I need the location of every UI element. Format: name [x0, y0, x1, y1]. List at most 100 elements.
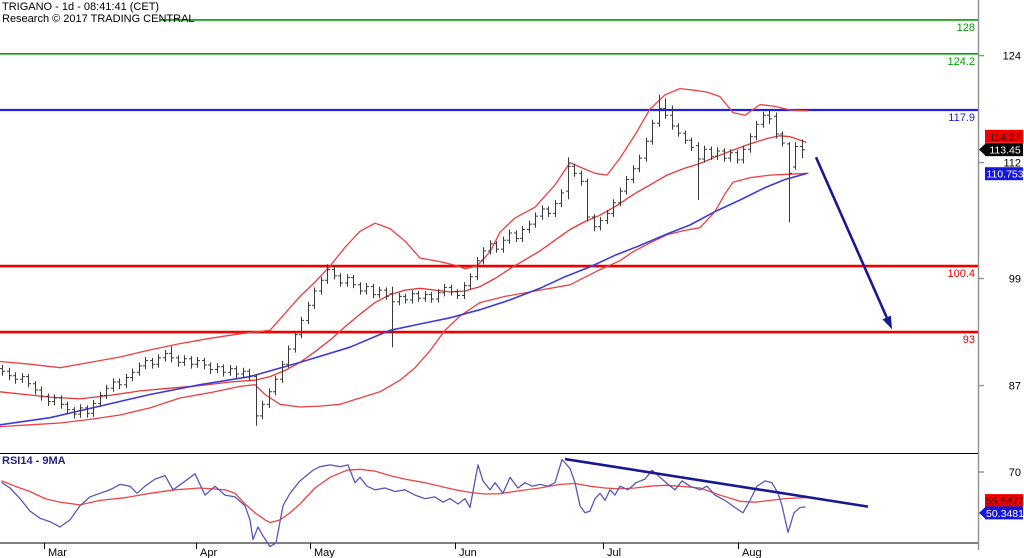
ohlc-bar — [72, 407, 77, 419]
price-badge — [985, 143, 1023, 157]
ohlc-bar — [111, 378, 116, 392]
axis-label: May — [314, 547, 335, 558]
ohlc-bar — [748, 133, 753, 153]
ohlc-bar — [644, 137, 649, 162]
ohlc-bar — [520, 225, 525, 242]
ohlc-bar — [33, 381, 38, 395]
ohlc-bar — [631, 165, 636, 184]
ohlc-bar — [403, 293, 408, 304]
axis-label: 124 — [1003, 51, 1021, 63]
ohlc-bar — [800, 139, 805, 159]
ohlc-bar — [553, 200, 558, 217]
ohlc-bar — [137, 362, 142, 376]
forecast-down-arrow-head — [882, 315, 892, 330]
ohlc-bar — [624, 176, 629, 195]
ohlc-bar — [533, 212, 538, 228]
ohlc-bar — [215, 363, 220, 374]
ohlc-bar — [325, 264, 330, 284]
axis-label: Jul — [607, 547, 621, 558]
long-ma-line — [0, 172, 807, 426]
chart-title: TRIGANO - 1d - 08:41:41 (CET) — [2, 1, 160, 13]
ohlc-bar — [364, 283, 369, 295]
rsi-trendline — [564, 457, 869, 508]
ohlc-bar — [78, 404, 83, 418]
ohlc-bar — [0, 365, 5, 376]
ohlc-bar — [650, 119, 655, 145]
ohlc-bar — [65, 401, 70, 415]
ohlc-bar — [189, 356, 194, 369]
ohlc-bar — [98, 391, 103, 407]
ohlc-bar — [163, 349, 168, 362]
ohlc-bar — [657, 94, 662, 127]
middle-ma-line — [0, 135, 807, 400]
ohlc-bar — [7, 367, 12, 381]
ohlc-bar — [85, 405, 90, 418]
ohlc-bar — [579, 170, 584, 186]
ohlc-bar — [611, 199, 616, 217]
price-badge — [985, 167, 1023, 181]
ohlc-bar — [293, 331, 298, 353]
ohlc-bar — [390, 286, 395, 348]
ohlc-bar — [683, 130, 688, 144]
ohlc-bar — [507, 229, 512, 244]
ohlc-bar — [208, 362, 213, 374]
axis-label: 112 — [1003, 158, 1021, 170]
ohlc-bar — [26, 374, 31, 388]
ohlc-bar — [169, 346, 174, 363]
ohlc-bar — [696, 142, 701, 200]
ohlc-bar — [234, 365, 239, 379]
ohlc-bar — [59, 395, 64, 409]
ohlc-bar — [462, 282, 467, 299]
axis-label: 70 — [1009, 467, 1021, 479]
ohlc-bar — [416, 291, 421, 302]
ohlc-bar — [312, 287, 317, 309]
rsi-ma-line — [1, 468, 806, 524]
ohlc-bar — [754, 120, 759, 141]
price-badge-arrow — [979, 506, 986, 520]
ohlc-bar — [299, 316, 304, 339]
ohlc-bar — [559, 189, 564, 208]
ohlc-bar — [689, 137, 694, 151]
rsi-line — [1, 458, 806, 548]
axis-label: 124.2 — [947, 56, 975, 68]
ohlc-bar — [735, 150, 740, 164]
price-badge — [985, 129, 1023, 143]
ohlc-bar — [13, 372, 18, 384]
ohlc-bar — [423, 291, 428, 302]
ohlc-bar — [377, 286, 382, 299]
ohlc-bar — [104, 384, 109, 399]
ohlc-bar — [286, 345, 291, 368]
ohlc-bar — [221, 364, 226, 377]
ohlc-bar — [306, 301, 311, 324]
ohlc-bar — [267, 388, 272, 408]
ohlc-bar — [572, 163, 577, 177]
ohlc-bar — [566, 157, 571, 200]
ohlc-bar — [20, 373, 25, 383]
ohlc-bar — [709, 146, 714, 160]
ohlc-bar — [273, 375, 278, 396]
ohlc-bar — [195, 357, 200, 368]
ohlc-bar — [228, 365, 233, 376]
ohlc-bar — [663, 98, 668, 119]
ohlc-bar — [384, 287, 389, 300]
axis-label: Aug — [742, 547, 762, 558]
ohlc-bar — [468, 273, 473, 290]
ohlc-bar — [332, 266, 337, 280]
ohlc-bar — [787, 142, 792, 223]
ohlc-bar — [592, 214, 597, 232]
axis-label: 113.45 — [989, 145, 1020, 157]
ohlc-bar — [527, 220, 532, 233]
ohlc-bar — [39, 386, 44, 401]
axis-label: Apr — [200, 547, 217, 558]
ohlc-bar — [767, 110, 772, 125]
ohlc-bar — [351, 275, 356, 289]
ohlc-bar — [117, 378, 122, 390]
ohlc-bar — [715, 147, 720, 160]
axis-label: 110.753 — [986, 169, 1023, 181]
ohlc-bar — [150, 357, 155, 369]
axis-label: 100.4 — [947, 268, 975, 280]
ohlc-bar — [429, 291, 434, 303]
price-badge — [985, 506, 1023, 520]
ohlc-bar — [741, 145, 746, 164]
lower-bollinger-band-line — [0, 172, 809, 428]
